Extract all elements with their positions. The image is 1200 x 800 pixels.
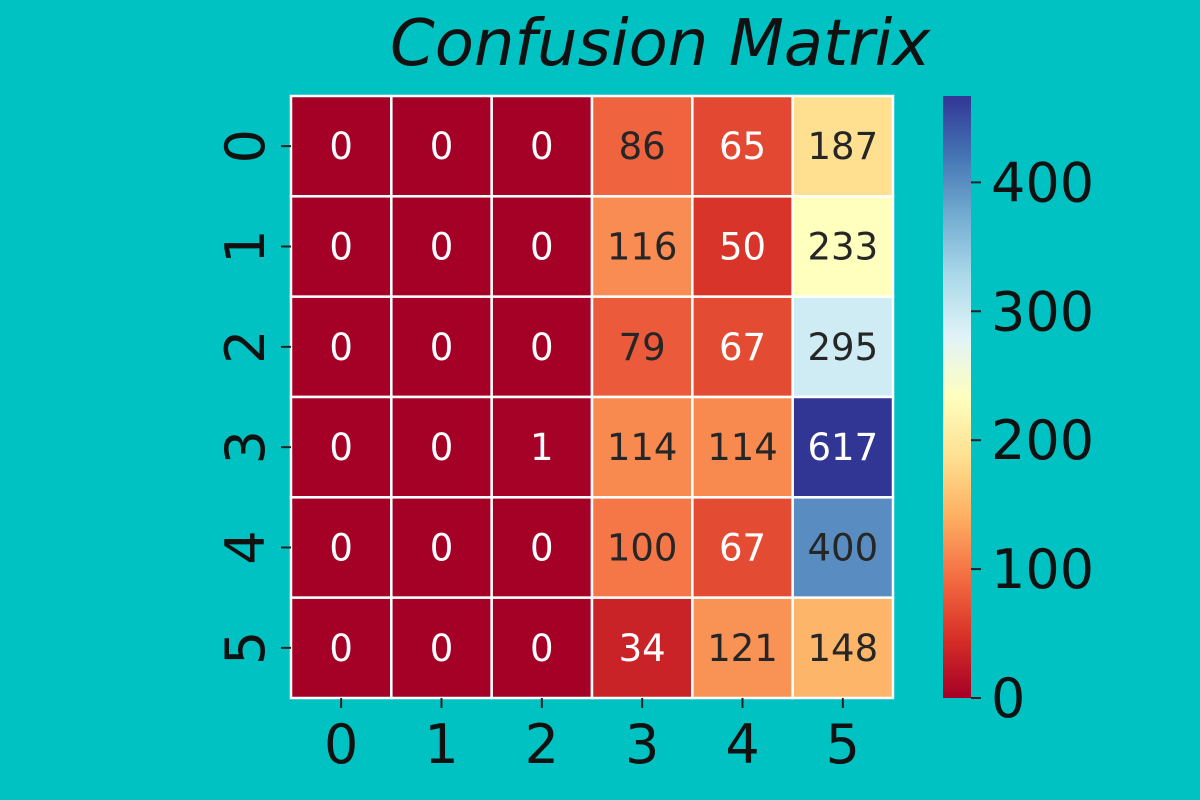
x-tick-label-0: 0 — [324, 713, 358, 776]
heatmap-cell-r1-c3 — [590, 195, 694, 298]
cell-annotation-r0-c4: 65 — [719, 125, 766, 168]
cell-annotation-r4-c4: 67 — [719, 527, 766, 570]
cell-annotation-r2-c1: 0 — [430, 326, 454, 369]
cell-annotation-r2-c3: 79 — [619, 326, 666, 369]
cell-annotation-r4-c5: 400 — [808, 527, 879, 570]
y-tick-label-0: 0 — [214, 129, 277, 163]
cell-annotation-r0-c1: 0 — [430, 125, 454, 168]
heatmap-cell-r3-c5 — [791, 395, 895, 499]
heatmap-cell-r3-c4 — [691, 395, 794, 499]
y-axis: 0 1 2 3 4 5 — [214, 129, 291, 665]
heatmap-cell-r0-c2 — [490, 94, 594, 198]
heatmap-cell-r2-c2 — [490, 295, 594, 399]
cell-annotation-r5-c2: 0 — [530, 627, 554, 670]
colorbar: 0 100 200 300 400 — [943, 96, 1094, 730]
heatmap-cell-r4-c5 — [791, 496, 895, 599]
x-tick-label-5: 5 — [826, 713, 860, 776]
cell-annotation-r2-c5: 295 — [808, 326, 879, 369]
cell-annotation-r1-c0: 0 — [329, 226, 353, 269]
cell-annotation-r5-c3: 34 — [619, 627, 666, 670]
y-tick-label-1: 1 — [214, 229, 277, 263]
cell-annotation-r5-c5: 148 — [808, 627, 879, 670]
cell-annotation-r3-c4: 114 — [707, 426, 778, 469]
y-tick-label-3: 3 — [214, 430, 277, 464]
cell-annotation-r2-c2: 0 — [530, 326, 554, 369]
cell-annotation-r2-c4: 67 — [719, 326, 766, 369]
x-tick-label-2: 2 — [525, 713, 559, 776]
heatmap-cell-r4-c0 — [289, 496, 393, 599]
heatmap-cell-r5-c5 — [791, 596, 895, 700]
y-tick-label-5: 5 — [214, 631, 277, 665]
cell-annotation-r1-c3: 116 — [607, 226, 678, 269]
heatmap-cell-r5-c0 — [289, 596, 393, 700]
cell-annotation-r1-c1: 0 — [430, 226, 454, 269]
heatmap-cell-r0-c0 — [289, 94, 393, 198]
cell-annotation-r4-c3: 100 — [607, 527, 678, 570]
cell-annotation-r3-c2: 1 — [530, 426, 554, 469]
cell-annotation-r1-c5: 233 — [808, 226, 879, 269]
cell-annotation-r5-c4: 121 — [707, 627, 778, 670]
cell-annotation-r4-c2: 0 — [530, 527, 554, 570]
colorbar-tick-label-2: 200 — [991, 409, 1094, 472]
cell-annotation-r3-c5: 617 — [808, 426, 879, 469]
heatmap-cell-r2-c5 — [791, 295, 895, 399]
heatmap-cell-r3-c2 — [490, 395, 594, 499]
heatmap-cell-r3-c3 — [590, 395, 694, 499]
cell-annotation-r3-c0: 0 — [329, 426, 353, 469]
cell-annotation-r0-c5: 187 — [808, 125, 879, 168]
heatmap-cell-r1-c5 — [791, 195, 895, 298]
heatmap-cell-r0-c1 — [390, 94, 493, 198]
cell-annotation-r0-c2: 0 — [530, 125, 554, 168]
heatmap-cells: 0 0 0 86 65 187 0 0 0 116 50 233 0 0 0 79 67 295 0 0 1 114 114… — [289, 94, 895, 700]
x-axis: 0 1 2 3 4 5 — [324, 698, 860, 776]
x-tick-label-1: 1 — [424, 713, 458, 776]
cell-annotation-r0-c0: 0 — [329, 125, 353, 168]
colorbar-gradient — [943, 96, 971, 698]
heatmap-cell-r1-c1 — [390, 195, 493, 298]
cell-annotation-r1-c2: 0 — [530, 226, 554, 269]
heatmap-cell-r2-c3 — [590, 295, 694, 399]
chart-title: Confusion Matrix — [390, 7, 931, 81]
colorbar-tick-label-0: 0 — [991, 667, 1025, 730]
cell-annotation-r1-c4: 50 — [719, 226, 766, 269]
heatmap-cell-r2-c1 — [390, 295, 493, 399]
colorbar-tick-label-4: 400 — [991, 151, 1094, 214]
colorbar-tick-label-1: 100 — [991, 538, 1094, 601]
cell-annotation-r5-c1: 0 — [430, 627, 454, 670]
heatmap-cell-r2-c4 — [691, 295, 794, 399]
heatmap-cell-r1-c2 — [490, 195, 594, 298]
cell-annotation-r4-c0: 0 — [329, 527, 353, 570]
cell-annotation-r4-c1: 0 — [430, 527, 454, 570]
x-tick-label-4: 4 — [725, 713, 759, 776]
cell-annotation-r2-c0: 0 — [329, 326, 353, 369]
heatmap-cell-r4-c1 — [390, 496, 493, 599]
cell-annotation-r3-c3: 114 — [607, 426, 678, 469]
y-tick-label-4: 4 — [214, 530, 277, 564]
cell-annotation-r3-c1: 0 — [430, 426, 454, 469]
colorbar-tick-label-3: 300 — [991, 280, 1094, 343]
cell-annotation-r5-c0: 0 — [329, 627, 353, 670]
cell-annotation-r0-c3: 86 — [619, 125, 666, 168]
heatmap-cell-r4-c4 — [691, 496, 794, 599]
y-tick-label-2: 2 — [214, 330, 277, 364]
x-tick-label-3: 3 — [625, 713, 659, 776]
